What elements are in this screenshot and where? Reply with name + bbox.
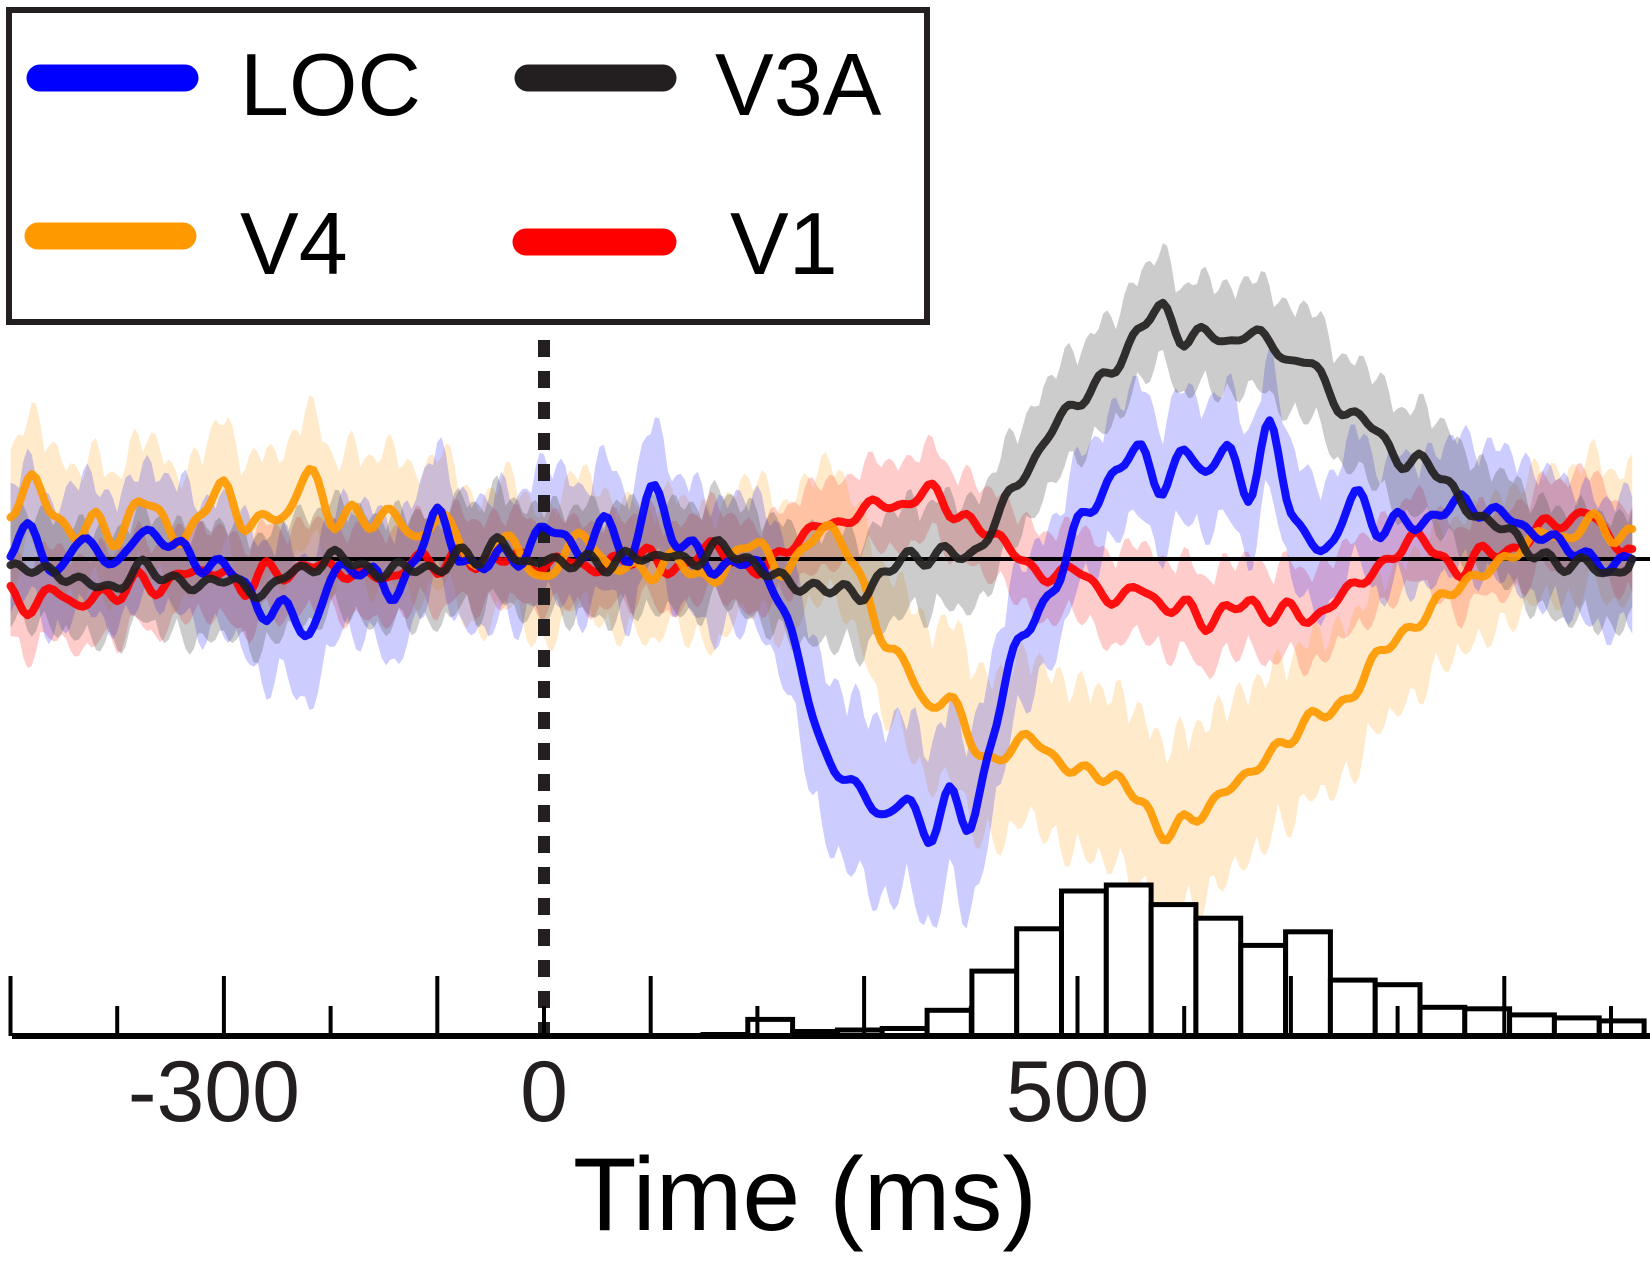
x-tick-label-2: 500	[1006, 1044, 1150, 1140]
mean-traces	[6, 298, 1637, 847]
legend-label-v4: V4	[240, 194, 348, 293]
histogram-bar-7	[1014, 926, 1065, 1039]
x-axis	[8, 976, 1650, 1039]
trace-loc	[6, 416, 1637, 847]
legend-label-v3a: V3A	[715, 35, 882, 134]
histogram-bar-5	[924, 1007, 975, 1039]
sem-band-loc	[10, 345, 1633, 929]
histogram-bar-6	[969, 968, 1020, 1039]
legend-label-loc: LOC	[240, 35, 421, 134]
histogram-bar-10	[1148, 902, 1199, 1039]
x-axis-label: Time (ms)	[573, 1137, 1037, 1253]
histogram-bar-18	[1507, 1012, 1557, 1039]
trace-v3a	[6, 298, 1637, 606]
x-tick-label-1: 0	[520, 1044, 568, 1140]
histogram-bar-14	[1327, 977, 1378, 1039]
x-tick-labels: -300 0 500	[128, 1044, 1149, 1140]
histogram-bar-11	[1193, 915, 1244, 1039]
histogram-bar-8	[1059, 888, 1109, 1039]
legend-label-v1: V1	[730, 194, 838, 293]
histogram-bar-16	[1417, 1004, 1468, 1039]
trace-v4	[6, 465, 1637, 845]
histogram-bar-12	[1238, 942, 1289, 1039]
legend-box	[6, 7, 930, 325]
histogram-bar-9	[1103, 882, 1154, 1039]
x-tick-label-0: -300	[128, 1044, 300, 1140]
sem-band-v4	[10, 395, 1633, 933]
legend: LOC V3A V4 V1	[6, 7, 930, 325]
